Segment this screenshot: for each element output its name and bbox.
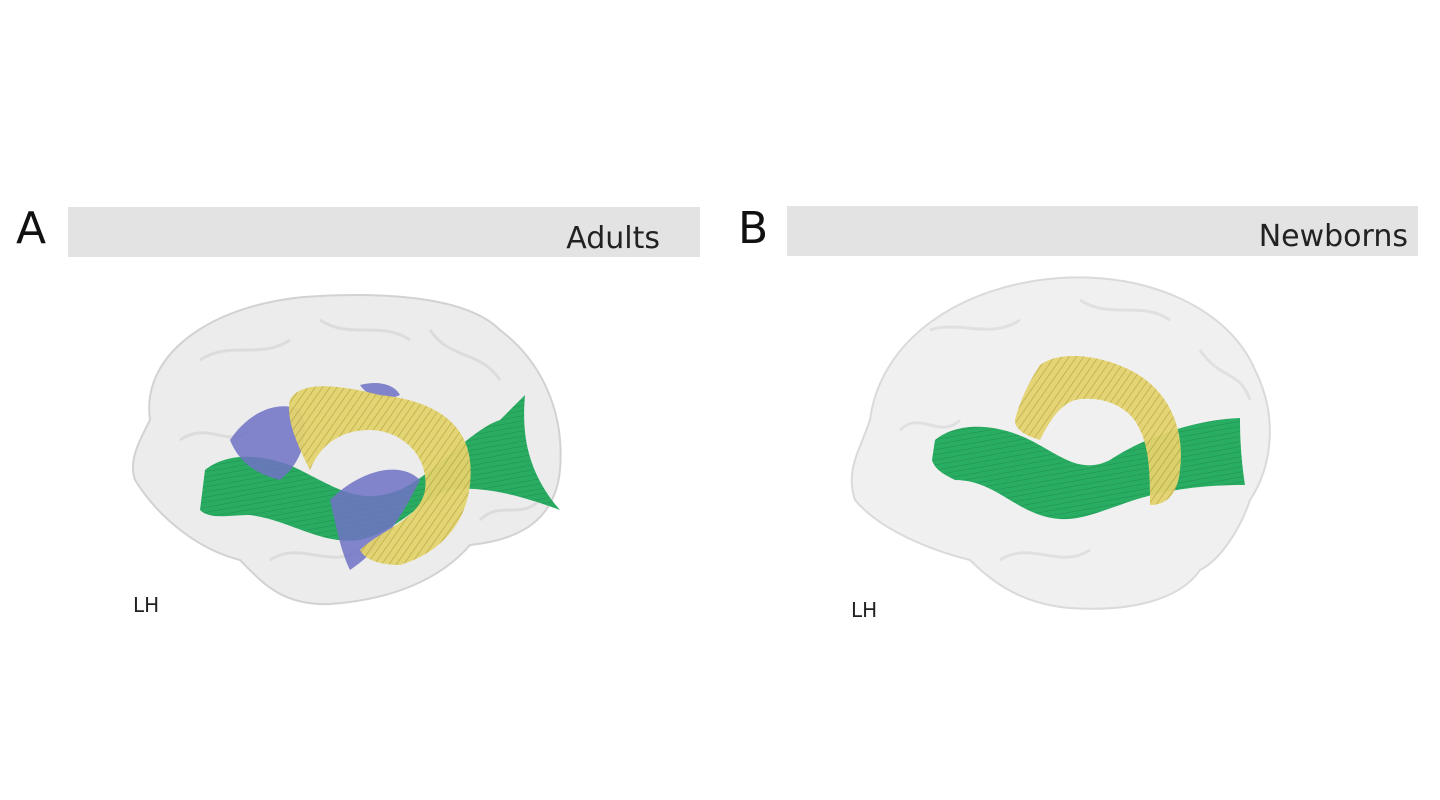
title-bar [787, 206, 1418, 256]
tract-blue [230, 383, 420, 570]
tract-yellow [1015, 355, 1181, 505]
panel-letter: A [16, 203, 46, 254]
panel-a: A Adults LH [16, 203, 700, 617]
panel-title: Adults [566, 221, 660, 256]
brain [850, 276, 1271, 610]
tract-green [200, 395, 560, 541]
brain-folds [179, 318, 542, 562]
panel-letter: B [738, 203, 768, 254]
title-bar [68, 207, 700, 257]
panel-b: B Newborns LH [738, 203, 1418, 622]
tract-yellow [289, 386, 471, 565]
hemisphere-label: LH [851, 598, 877, 622]
hemisphere-label: LH [133, 593, 159, 617]
brain-folds [898, 298, 1252, 562]
panel-title: Newborns [1259, 219, 1408, 254]
